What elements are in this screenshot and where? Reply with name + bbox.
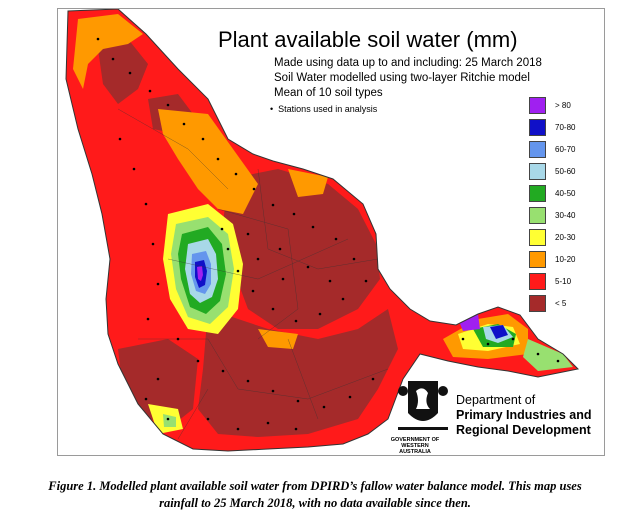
legend-swatch	[529, 273, 546, 290]
map-title: Plant available soil water (mm)	[218, 27, 518, 52]
legend-swatch	[529, 295, 546, 312]
zone-lt5-north	[98, 39, 148, 104]
model-note: Soil Water modelled using two-layer Ritc…	[274, 72, 530, 84]
soil-water-map	[65, 9, 579, 452]
legend-label: 10-20	[555, 255, 576, 264]
figure-caption-line-1: Figure 1. Modelled plant available soil …	[48, 479, 582, 493]
station-dot-icon: •	[270, 104, 274, 114]
department-line-1: Department of	[456, 393, 536, 407]
legend-swatch	[529, 229, 546, 246]
legend-label: < 5	[555, 299, 567, 308]
legend-swatch	[529, 251, 546, 268]
zone-coast-green	[163, 414, 176, 427]
government-label-line-2: WESTERN AUSTRALIA	[399, 443, 431, 455]
figure-caption-line-2: rainfall to 25 March 2018, with no data …	[159, 496, 471, 510]
legend-swatch	[529, 97, 546, 114]
legend-label: 20-30	[555, 233, 576, 242]
legend-label: 30-40	[555, 211, 576, 220]
department-line-3: Regional Development	[456, 423, 591, 437]
data-date-note: Made using data up to and including: 25 …	[274, 57, 542, 69]
legend-swatch	[529, 163, 546, 180]
zone-10-20-north	[73, 14, 143, 89]
government-label-line-1: GOVERNMENT OF	[390, 437, 440, 443]
wa-coat-of-arms-icon	[398, 381, 448, 430]
zone-gt80	[197, 266, 203, 281]
map-panel: Plant available soil water (mm) Made usi…	[57, 8, 605, 456]
zone-10-20-south	[258, 329, 298, 349]
legend-label: 70-80	[555, 123, 576, 132]
legend-label: 60-70	[555, 145, 576, 154]
station-dots	[96, 37, 560, 431]
zone-10-20-midwest	[158, 109, 258, 214]
legend-swatch	[529, 141, 546, 158]
legend-label: 5-10	[555, 277, 572, 286]
zone-lt5-east	[223, 169, 380, 329]
shire-boundaries	[117, 108, 389, 440]
legend-swatch	[529, 207, 546, 224]
legend-label: 40-50	[555, 189, 576, 198]
zone-esperance-blue	[490, 325, 508, 339]
department-line-2: Primary Industries and	[456, 408, 592, 422]
government-label: GOVERNMENT OF WESTERN AUSTRALIA	[385, 437, 445, 455]
stations-legend: • Stations used in analysis	[270, 104, 377, 114]
legend-swatch	[529, 119, 546, 136]
soil-types-note: Mean of 10 soil types	[274, 87, 383, 99]
legend-swatch	[529, 185, 546, 202]
zone-10-20-east	[288, 169, 328, 197]
zone-esperance-east-green	[523, 339, 573, 371]
legend-label: 50-60	[555, 167, 576, 176]
legend-label: > 80	[555, 101, 571, 110]
zone-lt5-south	[198, 309, 398, 437]
stations-label: Stations used in analysis	[278, 104, 378, 114]
